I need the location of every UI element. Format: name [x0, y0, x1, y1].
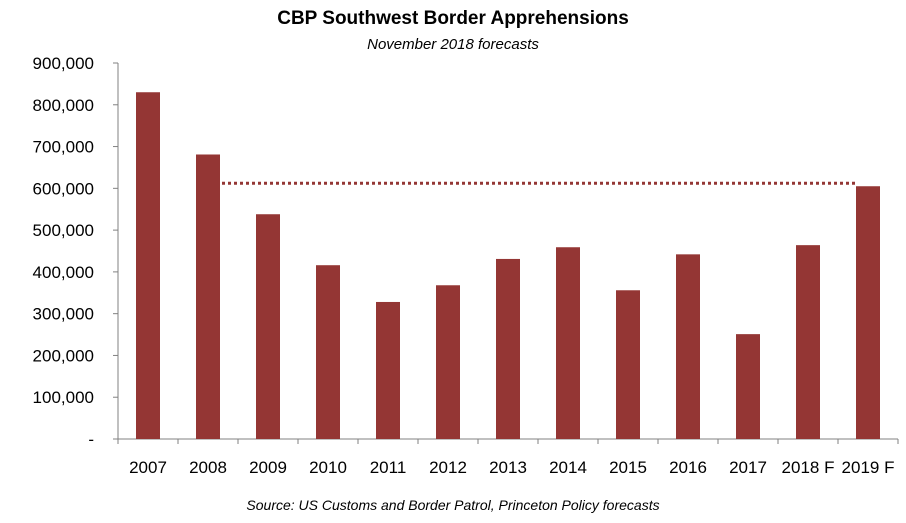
bar-2012	[436, 285, 460, 439]
y-tick-label: 100,000	[33, 388, 94, 407]
x-tick-label: 2017	[729, 458, 767, 477]
bar-2010	[316, 265, 340, 439]
x-tick-label: 2015	[609, 458, 647, 477]
bar-2009	[256, 214, 280, 439]
bar-2007	[136, 92, 160, 439]
y-tick-label: 300,000	[33, 305, 94, 324]
bars	[136, 92, 880, 439]
bar-2018-f	[796, 245, 820, 439]
x-tick-label: 2019 F	[842, 458, 895, 477]
bar-2016	[676, 254, 700, 439]
x-tick-label: 2014	[549, 458, 587, 477]
bar-2014	[556, 247, 580, 439]
y-tick-label: 700,000	[33, 138, 94, 157]
y-tick-label: 800,000	[33, 96, 94, 115]
bar-2019-f	[856, 186, 880, 439]
x-axis: 2007 2008 2009 2010 2011 2012 2013 2014 2015 2016…	[117, 438, 899, 477]
bar-2015	[616, 290, 640, 439]
y-tick-label: 200,000	[33, 346, 94, 365]
x-tick-label: 2011	[370, 458, 407, 477]
y-tick-label: 600,000	[33, 179, 94, 198]
x-tick-label: 2016	[669, 458, 707, 477]
bar-2017	[736, 334, 760, 439]
x-tick-label: 2007	[129, 458, 167, 477]
x-tick-label: 2013	[489, 458, 527, 477]
y-tick-label: -	[88, 430, 94, 449]
x-tick-label: 2010	[309, 458, 347, 477]
bar-2011	[376, 301, 400, 439]
x-tick-label: 2008	[189, 458, 227, 477]
chart-source: Source: US Customs and Border Patrol, Pr…	[246, 497, 660, 513]
bar-2008	[196, 154, 220, 439]
x-tick-label: 2012	[429, 458, 467, 477]
bar-2013	[496, 258, 520, 439]
y-tick-label: 900,000	[33, 54, 94, 73]
y-tick-label: 500,000	[33, 221, 94, 240]
chart-subtitle: November 2018 forecasts	[367, 36, 539, 53]
y-tick-label: 400,000	[33, 263, 94, 282]
y-axis: - 100,000 200,000 300,000 400,000 500,000 600,…	[33, 54, 119, 449]
x-tick-label: 2018 F	[782, 458, 835, 477]
chart-title: CBP Southwest Border Apprehensions	[277, 8, 629, 29]
x-tick-label: 2009	[249, 458, 287, 477]
